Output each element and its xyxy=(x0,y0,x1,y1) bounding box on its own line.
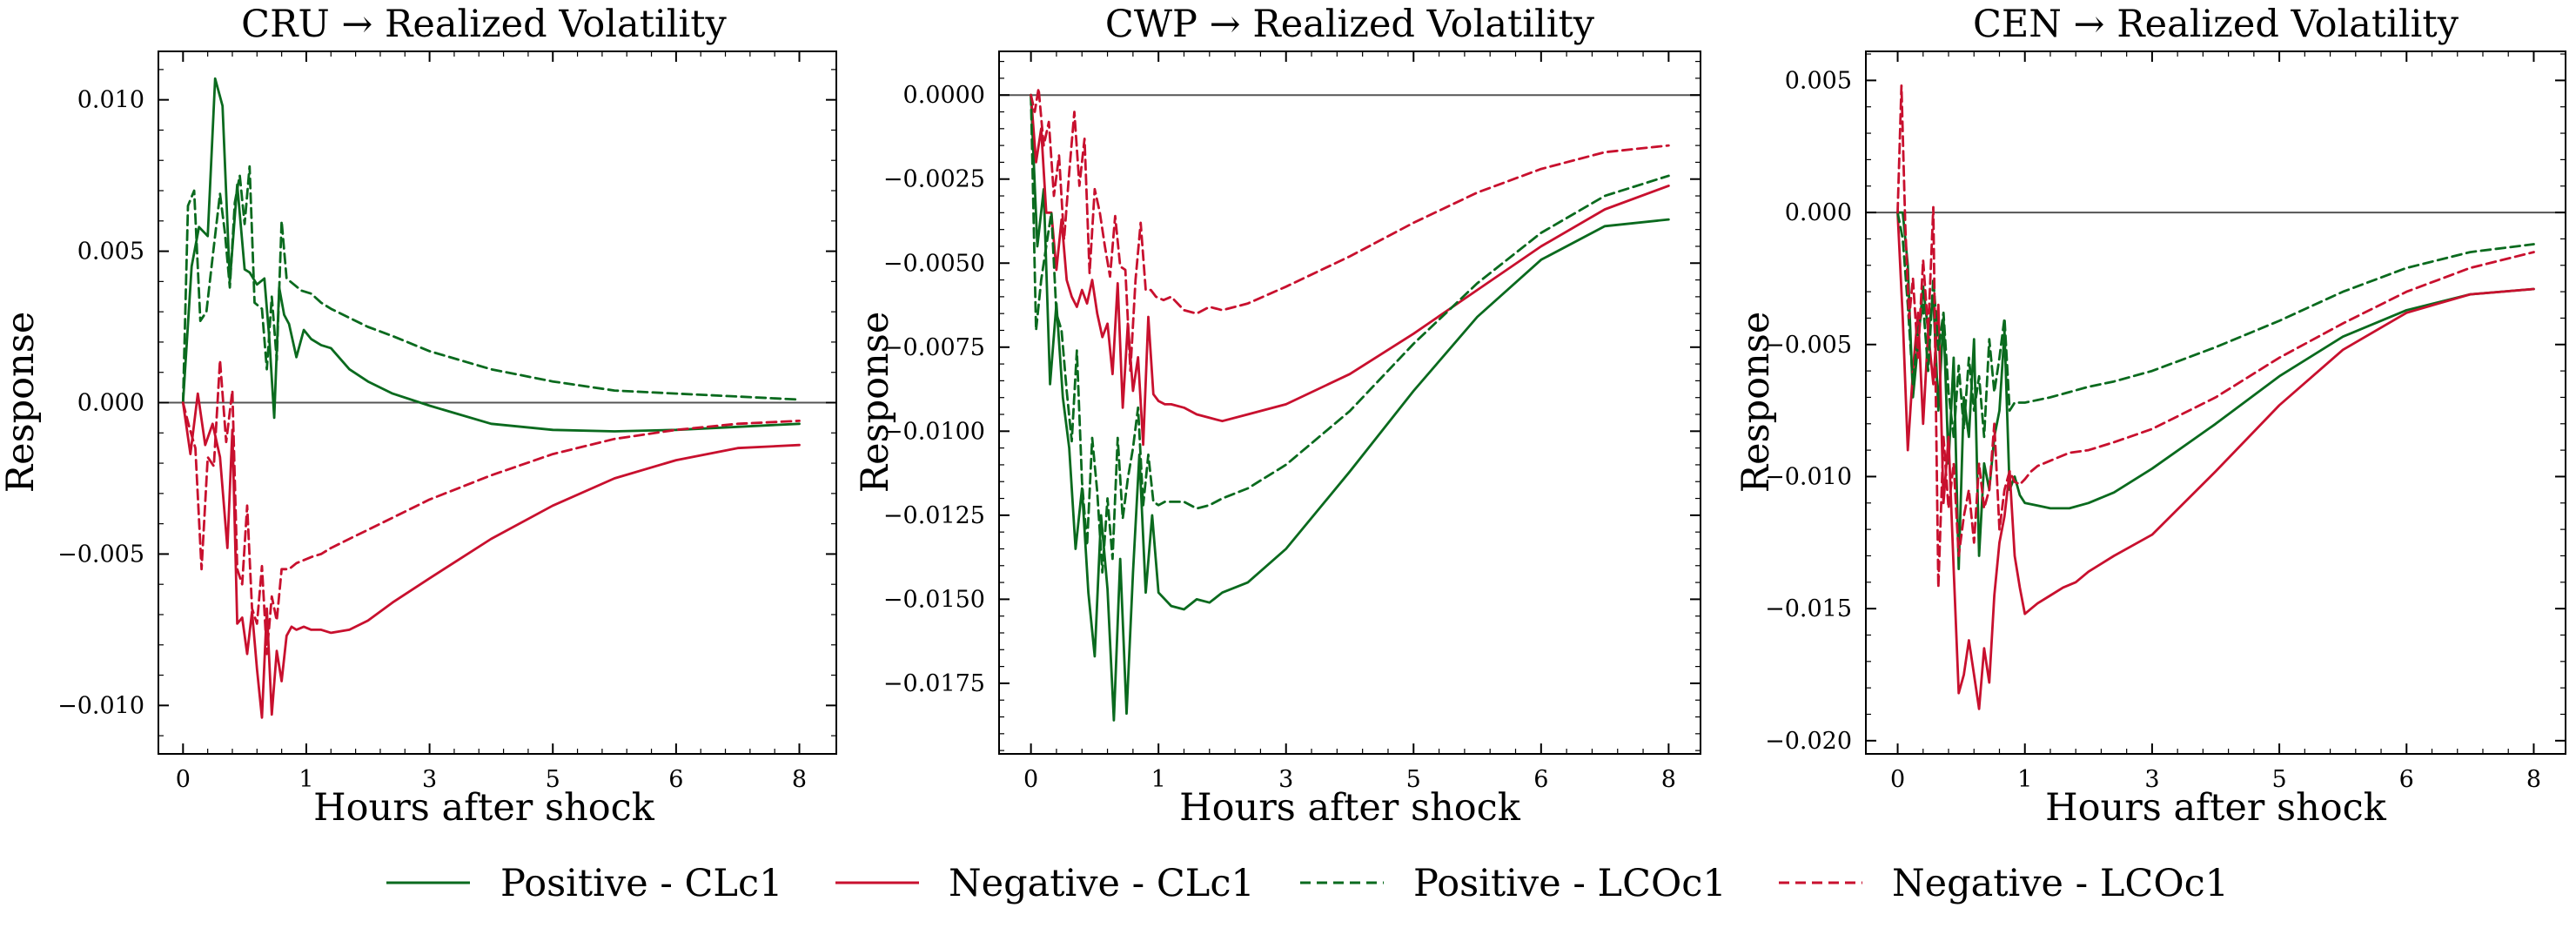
panel-title: CEN → Realized Volatility xyxy=(1973,3,2459,46)
legend-label: Negative - CLc1 xyxy=(949,862,1255,905)
y-tick-label: −0.0175 xyxy=(883,670,985,697)
legend: Positive - CLc1 Negative - CLc1 Positive… xyxy=(386,862,2229,905)
y-tick-label: −0.0100 xyxy=(883,418,985,445)
plot-frame xyxy=(158,50,837,755)
y-tick-label: 0.005 xyxy=(77,239,144,266)
y-tick-label: 0.010 xyxy=(77,87,144,114)
y-tick-label: −0.015 xyxy=(1765,595,1852,622)
x-tick-label: 8 xyxy=(792,766,807,793)
series-line-positive-lcoc1 xyxy=(1896,211,2535,439)
series-line-positive-clc1 xyxy=(181,77,801,433)
y-tick-label: 0.000 xyxy=(1785,199,1852,226)
series-line-negative-clc1 xyxy=(1896,211,2535,710)
series-line-negative-lcoc1 xyxy=(1030,87,1670,373)
x-tick-label: 6 xyxy=(2399,766,2414,793)
x-tick-label: 8 xyxy=(1661,766,1676,793)
legend-label: Negative - LCOc1 xyxy=(1892,862,2229,905)
plot-area: 0 1 3 5 6 8 0.0000 −0.0025 −0.0050 −0.0075 −0.0100… xyxy=(883,50,1701,793)
plot-area: 0 1 3 5 6 8 0.005 0.000 −0.005 −0.010 −0.015 −0.020 xyxy=(1765,50,2566,793)
x-tick-label: 5 xyxy=(546,766,560,793)
legend-label: Positive - CLc1 xyxy=(500,862,782,905)
legend-item: Negative - LCOc1 xyxy=(1779,862,2229,905)
y-tick-label: −0.010 xyxy=(1765,463,1852,490)
y-tick-label: 0.000 xyxy=(77,390,144,417)
y-tick-label: −0.005 xyxy=(57,541,144,568)
series-line-negative-lcoc1 xyxy=(1896,84,2535,589)
x-axis-label: Hours after shock xyxy=(1179,786,1521,830)
x-tick-label: 3 xyxy=(422,766,437,793)
panel-cru: CRU → Realized Volatility Hours after sh… xyxy=(0,3,837,830)
x-tick-label: 1 xyxy=(299,766,313,793)
y-tick-label: −0.0025 xyxy=(883,166,985,193)
y-axis-label: Response xyxy=(854,312,897,494)
y-axis-label: Response xyxy=(0,312,43,494)
series-line-negative-lcoc1 xyxy=(181,359,801,656)
y-tick-label: −0.010 xyxy=(57,692,144,719)
x-tick-label: 8 xyxy=(2526,766,2541,793)
y-tick-label: 0.005 xyxy=(1785,67,1852,94)
x-tick-label: 6 xyxy=(1533,766,1548,793)
x-tick-label: 0 xyxy=(1890,766,1905,793)
x-axis-label: Hours after shock xyxy=(2045,786,2387,830)
panel-cwp: CWP → Realized Volatility Hours after sh… xyxy=(854,3,1701,830)
legend-item: Positive - CLc1 xyxy=(386,862,782,905)
legend-item: Positive - LCOc1 xyxy=(1300,862,1727,905)
panel-title: CRU → Realized Volatility xyxy=(241,3,727,46)
panel-title: CWP → Realized Volatility xyxy=(1105,3,1595,46)
series-line-negative-clc1 xyxy=(181,392,801,719)
x-tick-label: 5 xyxy=(2271,766,2286,793)
series-line-positive-lcoc1 xyxy=(181,165,801,404)
plot-area: 0 1 3 5 6 8 −0.010 −0.005 0.000 0.005 0.010 xyxy=(57,50,837,793)
series-line-positive-clc1 xyxy=(1030,93,1670,722)
x-tick-label: 1 xyxy=(2017,766,2032,793)
y-tick-label: −0.0150 xyxy=(883,586,985,613)
y-tick-label: −0.005 xyxy=(1765,332,1852,359)
y-tick-label: −0.0125 xyxy=(883,502,985,529)
x-tick-label: 3 xyxy=(2144,766,2159,793)
y-tick-label: −0.0075 xyxy=(883,334,985,361)
y-tick-label: −0.020 xyxy=(1765,728,1852,755)
plot-frame xyxy=(998,50,1701,755)
x-tick-label: 5 xyxy=(1406,766,1421,793)
y-tick-label: 0.0000 xyxy=(903,82,985,109)
legend-label: Positive - LCOc1 xyxy=(1413,862,1727,905)
x-axis-label: Hours after shock xyxy=(313,786,655,830)
legend-item: Negative - CLc1 xyxy=(835,862,1255,905)
y-tick-label: −0.0050 xyxy=(883,250,985,277)
x-tick-label: 0 xyxy=(1023,766,1038,793)
series-line-negative-clc1 xyxy=(1030,93,1670,447)
x-tick-label: 6 xyxy=(668,766,683,793)
panel-cen: CEN → Realized Volatility Hours after sh… xyxy=(1734,3,2566,830)
y-axis-label: Response xyxy=(1734,312,1778,494)
plot-frame xyxy=(1865,50,2566,755)
x-tick-label: 3 xyxy=(1278,766,1293,793)
x-tick-label: 1 xyxy=(1151,766,1166,793)
series-line-positive-lcoc1 xyxy=(1030,93,1670,574)
x-tick-label: 0 xyxy=(176,766,191,793)
